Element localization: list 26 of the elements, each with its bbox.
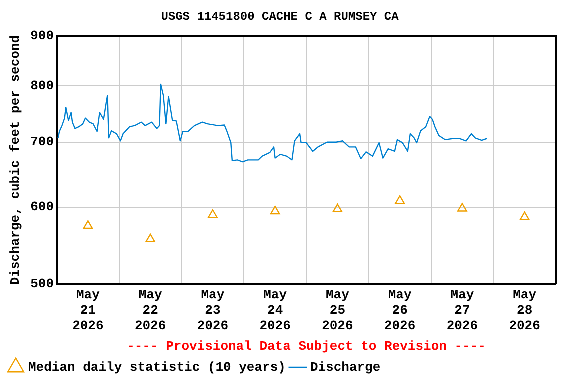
x-tick-label: May 27 2026 [446,287,478,334]
y-tick-label: 800 [30,78,54,94]
y-tick-label: 500 [30,276,54,292]
point [395,195,405,204]
x-tick-label: May 24 2026 [260,287,292,334]
x-tick-label: May 25 2026 [322,287,354,334]
legend-label: Median daily statistic (10 years) [28,360,286,375]
x-tick-label: May 21 2026 [72,287,104,334]
point [270,206,280,215]
point [208,210,218,218]
text: ---- Provisional Data Subject to Revision ---- [127,338,486,354]
point [83,220,94,230]
point [146,234,156,243]
chart-title: USGS 11451800 CACHE C A RUMSEY CA [161,10,400,24]
x-tick-label: May 23 2026 [197,287,229,334]
x-tick-label: May 22 2026 [134,287,166,334]
y-axis-title: Discharge, cubic feet per second [8,35,24,286]
point [332,204,343,213]
x-tick-label: May 28 2026 [509,287,541,334]
point [458,203,468,212]
legend-label: Discharge [310,360,381,375]
point [520,212,530,220]
y-tick-label: 700 [30,134,54,150]
y-tick-label: 600 [30,200,54,215]
y-tick-label: 900 [30,28,54,44]
x-tick-label: May 26 2026 [384,287,416,334]
